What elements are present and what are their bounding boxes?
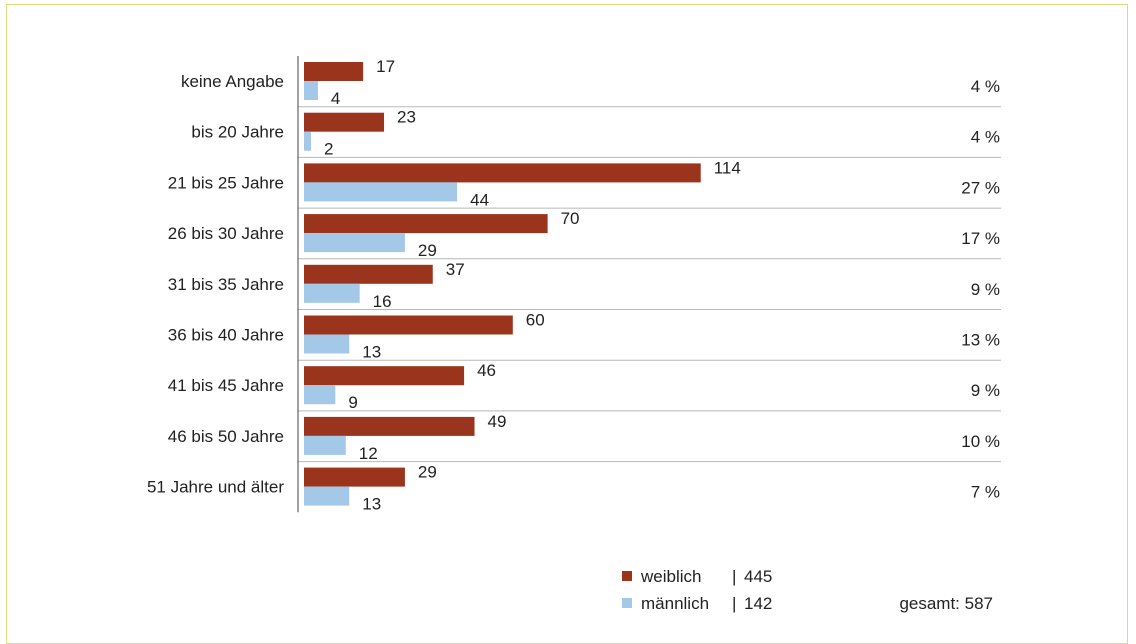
- total-label: gesamt: 587: [899, 594, 993, 613]
- value-label-weiblich: 114: [714, 158, 741, 177]
- bar-weiblich: [304, 366, 465, 386]
- bar-männlich: [304, 283, 360, 303]
- value-label-männlich: 2: [324, 140, 333, 159]
- chart-row: 26 bis 30 Jahre 70 29 17 %: [168, 209, 1000, 260]
- percentage-label: 27 %: [961, 178, 1000, 197]
- bar-weiblich: [304, 214, 548, 234]
- chart-row: 36 bis 40 Jahre 60 13 13 %: [168, 311, 1000, 362]
- bar-männlich: [304, 81, 318, 100]
- legend-swatch-männlich: [622, 598, 632, 608]
- bar-weiblich: [304, 163, 701, 183]
- value-label-männlich: 13: [362, 343, 381, 362]
- percentage-label: 17 %: [961, 229, 1000, 248]
- chart-row: 31 bis 35 Jahre 37 16 9 %: [168, 260, 1000, 311]
- value-label-männlich: 4: [331, 89, 340, 108]
- category-label: 51 Jahre und älter: [147, 478, 284, 497]
- bar-männlich: [304, 334, 350, 354]
- chart-row: 46 bis 50 Jahre 49 12 10 %: [168, 412, 1000, 463]
- bar-weiblich: [304, 416, 475, 436]
- bar-männlich: [304, 233, 405, 253]
- category-label: 36 bis 40 Jahre: [168, 326, 284, 345]
- legend-separator: |: [732, 594, 736, 613]
- legend-label-weiblich: weiblich: [640, 567, 701, 586]
- bar-männlich: [304, 385, 336, 405]
- chart-row: bis 20 Jahre 23 2 4 %: [191, 108, 1000, 159]
- percentage-label: 4 %: [971, 77, 1000, 96]
- legend-separator: |: [732, 567, 736, 586]
- percentage-label: 9 %: [971, 381, 1000, 400]
- chart-row: 21 bis 25 Jahre 114 44 27 %: [168, 158, 1000, 209]
- value-label-weiblich: 17: [376, 57, 395, 76]
- value-label-männlich: 12: [359, 444, 378, 463]
- percentage-label: 4 %: [971, 128, 1000, 147]
- bar-männlich: [304, 182, 458, 202]
- value-label-männlich: 29: [418, 241, 437, 260]
- bar-weiblich: [304, 315, 513, 335]
- percentage-label: 13 %: [961, 331, 1000, 350]
- percentage-label: 10 %: [961, 432, 1000, 451]
- value-label-weiblich: 37: [446, 260, 465, 279]
- category-label: keine Angabe: [181, 72, 284, 91]
- legend-total-männlich: 142: [744, 594, 772, 613]
- bar-weiblich: [304, 62, 364, 81]
- value-label-männlich: 13: [362, 495, 381, 514]
- value-label-weiblich: 60: [526, 311, 545, 330]
- bar-männlich: [304, 486, 350, 506]
- value-label-weiblich: 70: [561, 209, 580, 228]
- row-separators: [298, 106, 1001, 463]
- category-label: bis 20 Jahre: [191, 123, 284, 142]
- chart-row: 41 bis 45 Jahre 46 9 9 %: [168, 361, 1000, 412]
- bar-männlich: [304, 435, 346, 455]
- category-label: 26 bis 30 Jahre: [168, 224, 284, 243]
- category-label: 46 bis 50 Jahre: [168, 427, 284, 446]
- legend-total-weiblich: 445: [744, 567, 772, 586]
- legend-swatch-weiblich: [622, 571, 632, 581]
- percentage-label: 7 %: [971, 483, 1000, 502]
- chart-rows: keine Angabe 17 4 4 % bis 20 Jahre 23 2 4 % 21 b…: [147, 57, 1000, 514]
- category-label: 21 bis 25 Jahre: [168, 173, 284, 192]
- chart-frame: [6, 4, 1128, 644]
- value-label-weiblich: 23: [397, 108, 416, 127]
- bar-männlich: [304, 131, 311, 151]
- legend-label-männlich: männlich: [641, 594, 709, 613]
- percentage-label: 9 %: [971, 280, 1000, 299]
- bar-weiblich: [304, 112, 385, 132]
- value-label-weiblich: 46: [477, 361, 496, 380]
- value-label-männlich: 16: [373, 292, 392, 311]
- value-label-männlich: 9: [348, 393, 357, 412]
- bar-weiblich: [304, 264, 433, 284]
- chart-row: keine Angabe 17 4 4 %: [181, 57, 1000, 108]
- value-label-männlich: 44: [470, 190, 489, 209]
- chart-row: 51 Jahre und älter 29 13 7 %: [147, 463, 1000, 514]
- value-label-weiblich: 29: [418, 463, 437, 482]
- value-label-weiblich: 49: [488, 412, 507, 431]
- category-label: 31 bis 35 Jahre: [168, 275, 284, 294]
- legend: weiblich | 445 männlich | 142: [622, 567, 772, 613]
- category-label: 41 bis 45 Jahre: [168, 376, 284, 395]
- bar-weiblich: [304, 467, 405, 487]
